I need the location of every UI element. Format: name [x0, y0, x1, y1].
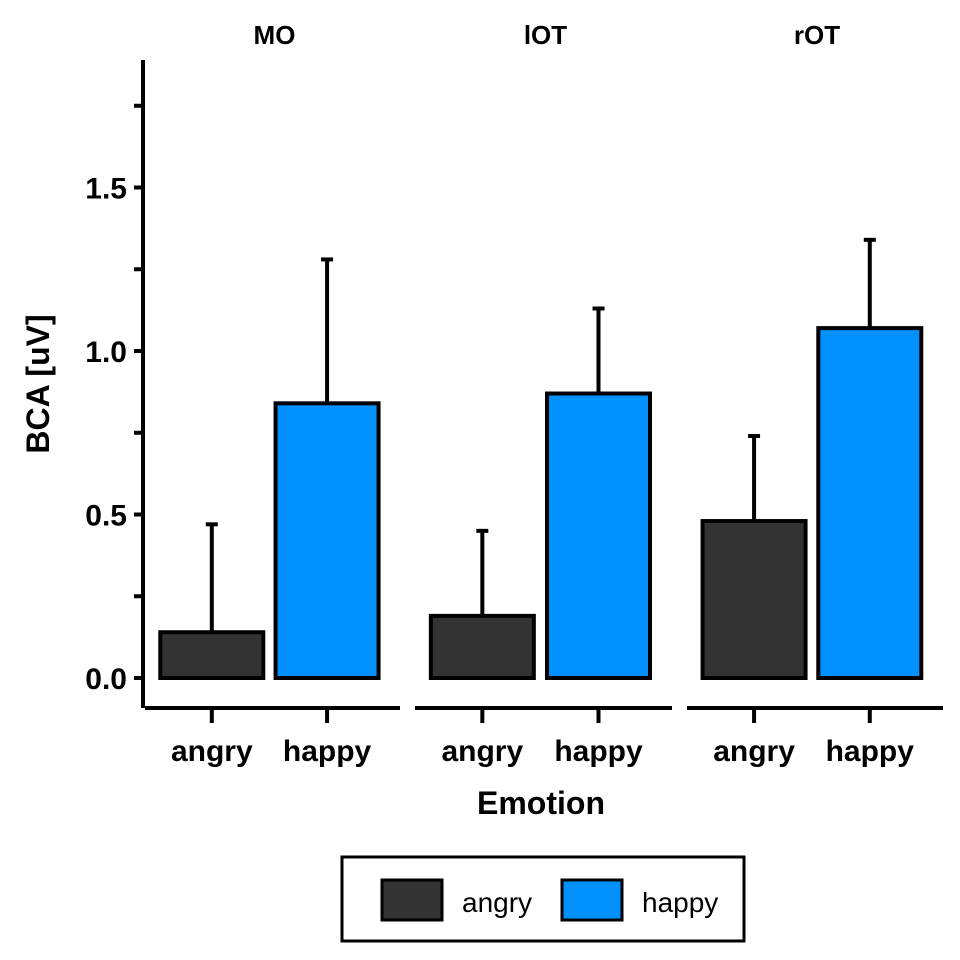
bar-angry — [428, 613, 536, 680]
x-tick-label: angry — [713, 735, 795, 768]
facet-mo: MO angry happy — [145, 20, 400, 768]
legend: angry happy — [340, 855, 746, 943]
bar-happy — [816, 326, 924, 680]
bar-happy — [273, 401, 381, 680]
facet-lot: lOT angry happy — [415, 20, 672, 768]
x-tick-label: happy — [283, 735, 372, 768]
legend-label-angry: angry — [462, 887, 532, 918]
bar-happy — [544, 391, 652, 680]
y-tick-label: 1.5 — [85, 173, 127, 206]
bar-angry — [700, 519, 808, 680]
y-axis-title: BCA [uV] — [20, 314, 56, 453]
legend-swatch-angry — [380, 878, 444, 922]
legend-label-happy: happy — [642, 887, 718, 918]
x-tick-label: angry — [171, 735, 253, 768]
y-tick-label: 1.0 — [85, 336, 127, 369]
x-tick-label: happy — [554, 735, 643, 768]
facet-title: rOT — [794, 20, 840, 50]
y-tick-label: 0.0 — [85, 663, 127, 696]
facet-title: MO — [254, 20, 296, 50]
legend-swatch-happy — [560, 878, 624, 922]
bar-angry — [158, 630, 266, 680]
facet-rot: rOT angry happy — [687, 20, 943, 768]
x-tick-label: happy — [826, 735, 915, 768]
x-axis-title: Emotion — [477, 785, 605, 821]
facet-title: lOT — [524, 20, 567, 50]
x-tick-label: angry — [441, 735, 523, 768]
y-tick-label: 0.5 — [85, 500, 127, 533]
